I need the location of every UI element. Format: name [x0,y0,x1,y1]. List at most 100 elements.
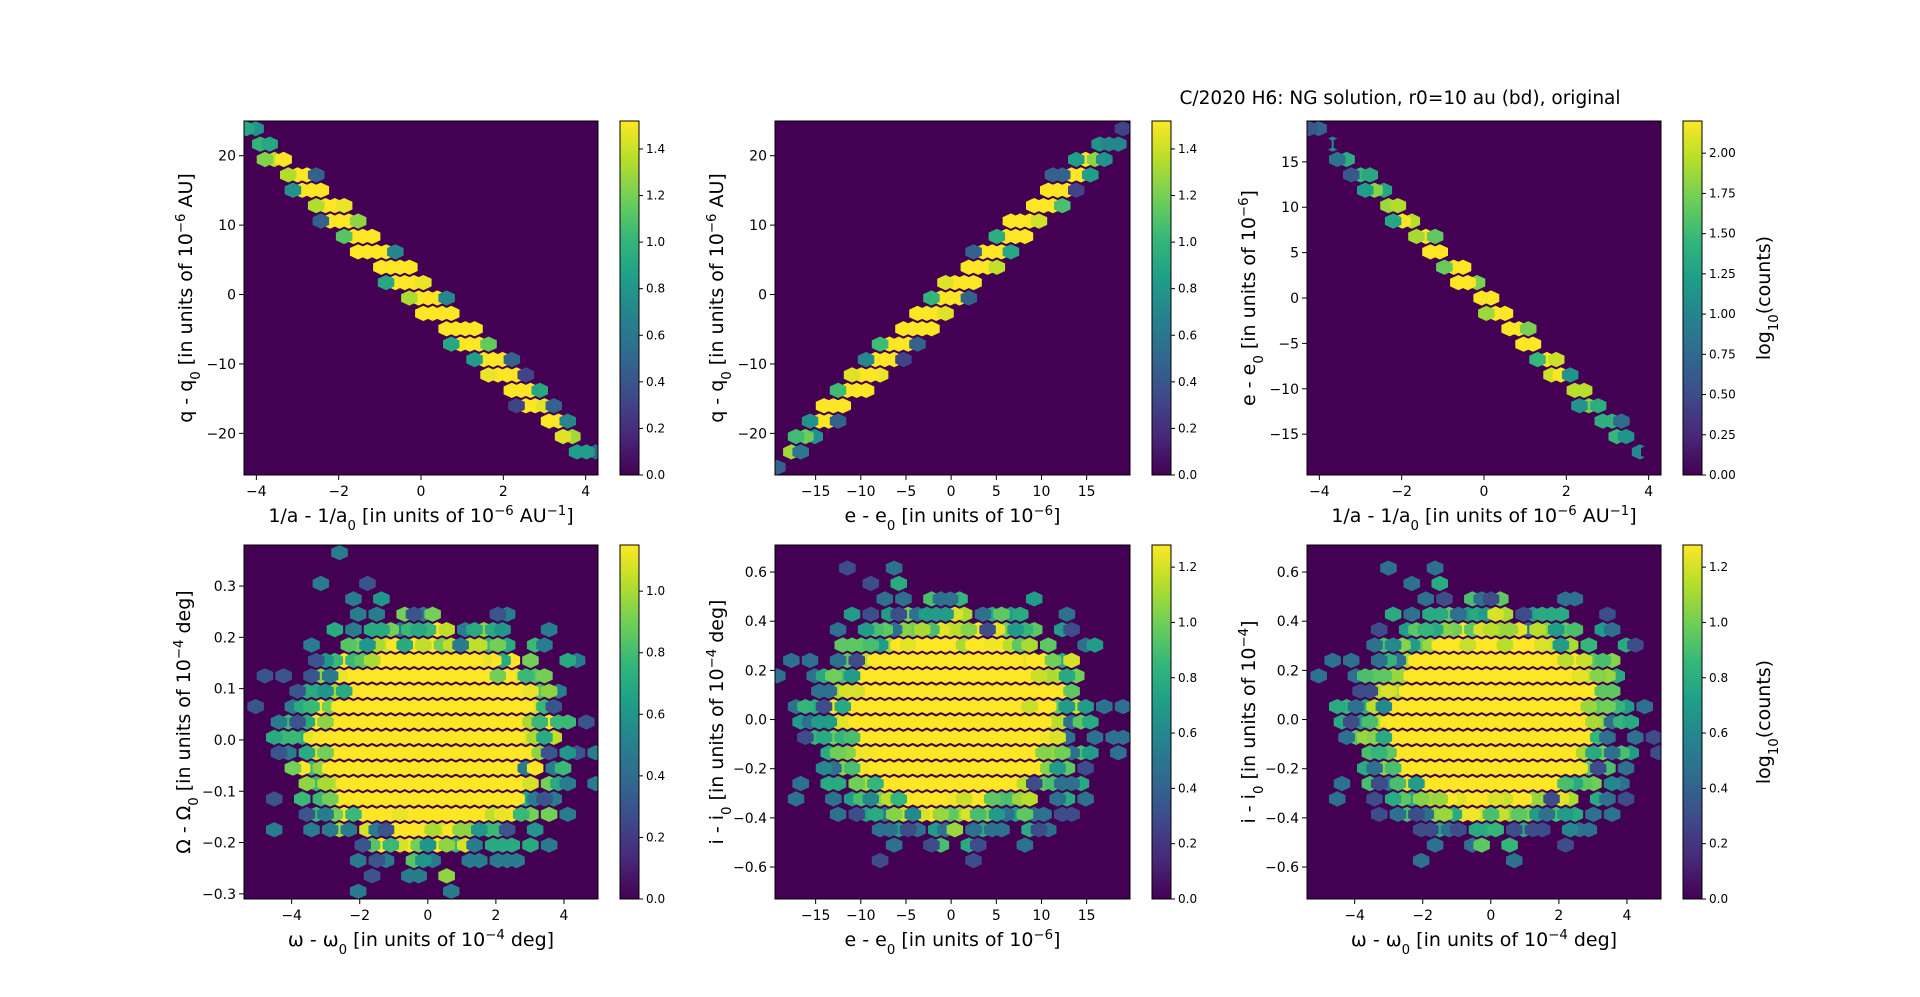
hexbin-cells [1310,560,1661,869]
hexbin-cell [862,367,879,383]
hexbin-cell [1384,791,1402,807]
hexbin-cell [480,367,497,383]
hexbin-cell [885,806,903,822]
hexbin-cell [1049,729,1066,745]
hexbin-cell [965,822,982,838]
hexbin-cell [1454,683,1472,699]
hexbin-cells [775,560,1130,869]
hexbin-cell [857,382,875,398]
hexbin-cell [1021,637,1038,653]
y-tick-label: −0.2 [1265,762,1299,778]
hexbin-cell [443,305,460,321]
hexbin-cell [1422,668,1439,684]
hexbin-cell [1026,775,1043,792]
hexbin-cell [815,760,833,776]
hexbin-cell [1431,760,1448,776]
hexbin-cell [522,837,539,853]
colorbar-tick-label: 1.75 [1709,186,1736,200]
y-axis-label-part: [in units of 10 [706,233,728,371]
hexbin-cell [1366,791,1383,807]
y-tick-label: 15 [1281,155,1299,171]
x-tick-label: 0 [417,484,426,500]
hexbin-cell [1361,167,1379,183]
hexbin-cell [839,560,856,576]
hexbin-cell [494,714,511,730]
hexbin-cell [1370,806,1388,822]
hexbin-cell [983,729,1001,745]
x-tick-label: −4 [1309,484,1330,500]
hexbin-cell [1431,791,1448,807]
x-tick-label: 0 [947,908,956,924]
colorbar-label-part: 10 [1767,314,1782,331]
hexbin-cell [848,652,865,669]
x-axis-label-part: 0 [339,943,347,958]
hexbin-cell [526,822,544,838]
y-axis-label-part: −6 [705,214,720,234]
hexbin-cell [531,714,548,730]
hexbin-cell [862,606,879,622]
hexbin-cell [1366,637,1383,653]
hexbin-cell [531,382,548,398]
hexbin-cell [1380,560,1397,576]
hexbin-cell [424,699,441,715]
hexbin-cell [1599,699,1616,715]
hexbin-cell [1617,428,1635,445]
hexbin-cell [1440,668,1458,684]
hexbin-cell [965,729,982,745]
x-axis-label-part: −6 [494,504,514,519]
hexbin-cell [909,305,926,321]
hexbin-cell [1529,351,1546,368]
hexbin-cell [1384,213,1402,229]
hexbin-cell [988,714,1006,730]
hexbin-cell [1501,321,1518,337]
x-tick-label: −10 [846,484,876,500]
hexbin-cell [373,745,390,761]
hexbin-cell [368,606,385,622]
hexbin-cell [1506,822,1523,838]
x-tick-label: −4 [246,484,267,500]
hexbin-cell [1603,806,1621,822]
hexbin-cell [452,699,469,715]
hexbin-cell [1408,775,1425,792]
colorbar-3: 0.00 0.25 0.50 0.75 1.00 1.25 1.50 1.75 2.00 log1… [1682,120,1782,482]
hexbin-cell [839,683,856,699]
hexbin-cell [1375,729,1393,745]
x-axis-label-part: −4 [485,928,505,943]
y-tick-label: 20 [218,149,236,165]
hexbin-cell [256,151,274,168]
colorbar-gradient [1151,120,1172,476]
colorbar-tick-label: 1.0 [1178,615,1197,629]
hexbin-cell [899,699,917,715]
hexbin-cell [848,775,865,792]
hexbin-cell [820,683,837,699]
hexbin-cell [429,714,446,730]
hexbin-cell [424,606,441,622]
y-axis-label-part: e - e [1238,364,1260,406]
hexbin-cell [1450,606,1467,622]
hexbin-cell [275,151,292,168]
hexbin-cell [1436,806,1453,822]
hexbin-cell [1482,806,1500,822]
hexbin-cell [1627,637,1644,653]
hexbin-cell [1086,729,1104,745]
hexbin-cell [937,305,954,321]
hexbin-cell [1329,791,1346,807]
hexbin-cell [1594,413,1611,429]
hexbin-cell [1622,714,1639,730]
hexbin-cell [1515,760,1532,776]
hexbin-cell [876,591,893,607]
y-tick-label: −15 [1269,427,1299,443]
hexbin-cell [424,729,441,745]
hexbin-cell [312,575,330,592]
y-axis-label-part: [in units of 10 [173,659,195,797]
hexbin-cell [540,837,558,853]
hexbin-cell [1333,775,1351,792]
hexbin-cell [857,745,875,761]
hexbin-cell [1030,822,1048,838]
hexbin-cell [1426,837,1444,853]
y-tick-label: 0.2 [1277,663,1299,679]
hexbin-cell [1049,760,1066,776]
hexbin-cell [415,637,432,653]
hexbin-cell [373,714,390,730]
x-tick-label: 2 [499,484,508,500]
